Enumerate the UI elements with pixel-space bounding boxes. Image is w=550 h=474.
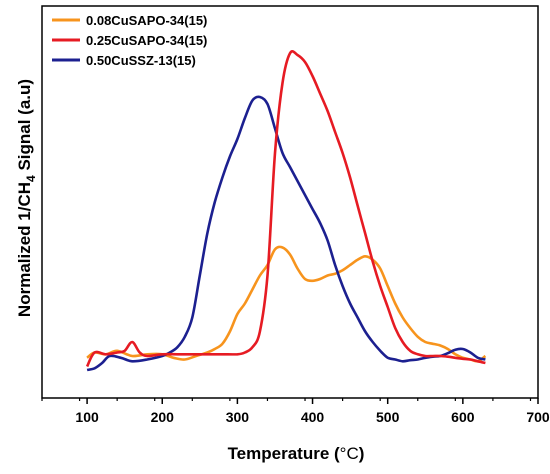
y-axis-title-main: Normalized 1/CH	[15, 182, 34, 317]
x-axis-title-main: Temperature (	[228, 444, 340, 463]
x-tick-label: 600	[451, 409, 475, 425]
x-tick-label: 700	[526, 409, 550, 425]
x-axis-title-close: )	[359, 444, 365, 463]
x-tick-label: 500	[376, 409, 400, 425]
x-tick-label: 100	[75, 409, 99, 425]
legend-label-1: 0.08CuSAPO-34(15)	[86, 13, 207, 28]
x-axis-title: Temperature (°C)	[228, 444, 365, 463]
plot-border	[41, 5, 539, 399]
series-line-2	[85, 50, 486, 368]
legend-label-3: 0.50CuSSZ-13(15)	[86, 53, 196, 68]
plot-frame	[41, 5, 539, 399]
series-lines	[85, 50, 487, 372]
legend: 0.08CuSAPO-34(15) 0.25CuSAPO-34(15) 0.50Cu…	[52, 13, 207, 68]
series-line-3	[86, 95, 486, 372]
y-axis-title: Normalized 1/CH4 Signal (a.u)	[15, 79, 38, 317]
x-tick-label: 400	[301, 409, 325, 425]
x-tick-label: 200	[151, 409, 175, 425]
y-axis-title-suffix: Signal (a.u)	[15, 79, 34, 175]
legend-label-2: 0.25CuSAPO-34(15)	[86, 33, 207, 48]
x-axis-title-unit: °C	[340, 444, 359, 463]
x-tick-label: 300	[226, 409, 250, 425]
y-axis-title-subscript: 4	[24, 175, 38, 182]
series-line-1	[86, 245, 487, 363]
x-axis-ticks: 100 200 300 400 500 600 700	[41, 398, 550, 425]
